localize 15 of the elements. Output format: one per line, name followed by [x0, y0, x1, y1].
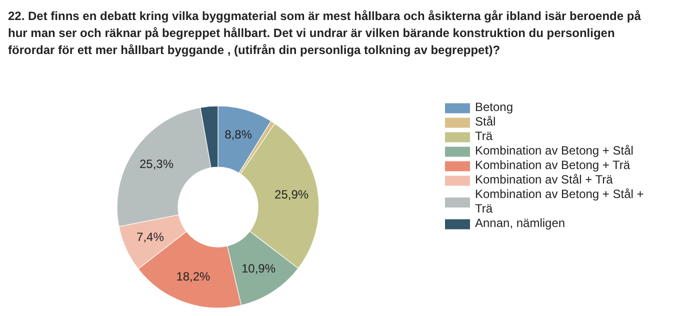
data-label: 7,4% — [136, 230, 164, 244]
legend-label: Kombination av Betong + Stål — [475, 144, 634, 158]
legend-label: Kombination av Stål + Trä — [475, 172, 614, 186]
data-label: 25,3% — [140, 157, 174, 172]
data-label: 25,9% — [274, 187, 309, 202]
legend-label: Betong — [475, 100, 514, 114]
data-label: 8,8% — [224, 128, 252, 142]
legend-label: Kombination av Betong + Trä — [475, 158, 630, 172]
chart-title: 22. Det finns en debatt kring vilka byggmaterial som är mest hållbara och åsikterna går ibland isär beroende på hur man ser och räknar på begreppet hållbart. Det vi undrar är vilken bärande konstruktion du personligen förordar för ett mer hållbart byggande , (utifrån din personliga tolkning av begreppet)? — [8, 9, 642, 57]
legend-label: Annan, nämligen — [475, 216, 566, 230]
data-label: 10,9% — [241, 262, 276, 276]
legend-label: Stål — [475, 114, 496, 128]
legend-label: Kombination av Betong + Stål + Trä — [475, 187, 644, 216]
data-label: 18,2% — [176, 269, 211, 284]
legend-label: Trä — [475, 129, 493, 143]
